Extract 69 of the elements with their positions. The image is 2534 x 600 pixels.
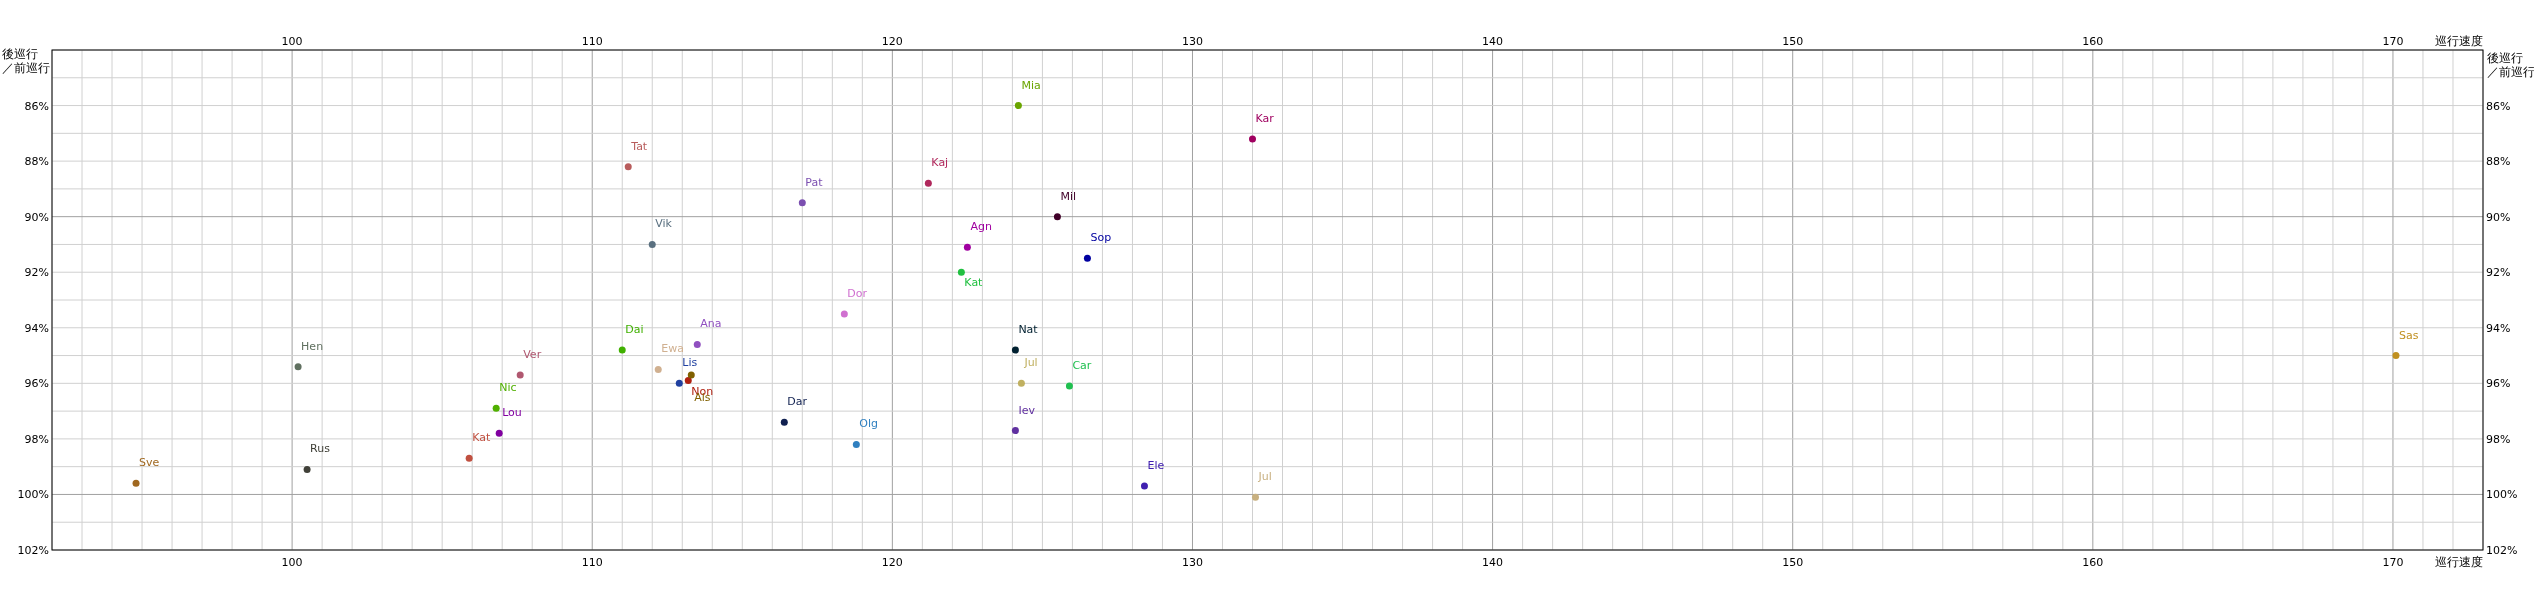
x2-tick-label: 150 — [1782, 556, 1804, 569]
y-tick-label: 92% — [24, 266, 49, 280]
series-label: Car — [1072, 359, 1092, 373]
series-label: Mil — [1060, 189, 1077, 203]
x-axis-title: 巡行速度 — [2435, 34, 2483, 48]
series-label: Dar — [787, 395, 808, 409]
y-tick-label: 102% — [17, 544, 49, 557]
y2-tick-label: 86% — [2486, 99, 2511, 113]
x2-tick-label: 120 — [881, 556, 903, 569]
series-label: Ele — [1147, 459, 1165, 473]
y-tick-label: 90% — [24, 210, 49, 224]
x2-tick-label: 140 — [1482, 556, 1504, 569]
y2-tick-label: 90% — [2486, 210, 2511, 224]
x2-tick-label: 100 — [281, 556, 303, 569]
series-label: Kat — [472, 431, 491, 445]
series-label: Jul — [1023, 356, 1038, 370]
series-label: Agn — [970, 220, 992, 234]
series-label: Mia — [1021, 78, 1041, 92]
series-label: Ver — [523, 348, 542, 361]
series-label: Rus — [310, 442, 331, 456]
x2-tick-label: 110 — [581, 556, 603, 569]
x2-tick-label: 130 — [1181, 556, 1203, 569]
x-tick-label: 100 — [281, 35, 303, 48]
x-tick-label: 110 — [581, 35, 603, 48]
x2-tick-label: 170 — [2382, 556, 2404, 569]
y-tick-label: 88% — [24, 155, 49, 169]
y2-tick-label: 92% — [2486, 266, 2511, 280]
series-label: Dor — [847, 286, 868, 300]
x2-tick-label: 160 — [2082, 556, 2104, 569]
series-label: Dai — [625, 323, 644, 336]
series-label: Iev — [1018, 403, 1036, 417]
series-label: Olg — [859, 417, 879, 431]
series-label: Lis — [682, 356, 698, 370]
y2-tick-label: 100% — [2486, 488, 2518, 502]
series-label: Nat — [1018, 323, 1039, 336]
series-label: Ewa — [661, 342, 684, 356]
series-label: Pat — [805, 175, 824, 189]
y2-tick-label: 96% — [2486, 377, 2511, 391]
x-tick-label: 170 — [2382, 35, 2404, 48]
series-label: Jul — [1257, 470, 1272, 484]
series-label: Sop — [1090, 231, 1112, 245]
x-tick-label: 130 — [1181, 35, 1203, 48]
y-tick-label: 100% — [17, 488, 49, 502]
series-label: Kar — [1255, 111, 1275, 125]
y-axis-title: 後巡行／前巡行 — [2, 47, 50, 75]
y2-tick-label: 88% — [2486, 155, 2511, 169]
y-tick-label: 98% — [24, 432, 49, 446]
x-tick-label: 140 — [1482, 35, 1504, 48]
y-tick-label: 94% — [24, 321, 49, 335]
series-label: Sas — [2398, 328, 2419, 342]
y2-tick-label: 94% — [2486, 321, 2511, 335]
x-tick-label: 160 — [2082, 35, 2104, 48]
y2-tick-label: 102% — [2486, 544, 2518, 557]
x-tick-label: 120 — [881, 35, 903, 48]
series-label: Ana — [700, 317, 722, 331]
y2-tick-label: 98% — [2486, 432, 2511, 446]
x-tick-label: 150 — [1782, 35, 1804, 48]
series-label: Tat — [630, 139, 648, 153]
y-tick-label: 96% — [24, 377, 49, 391]
series-label: Lou — [502, 406, 522, 420]
series-label: Vik — [655, 217, 673, 231]
x2-axis-title: 巡行速度 — [2435, 555, 2483, 569]
y-tick-label: 86% — [24, 99, 49, 113]
series-label: Kaj — [931, 156, 949, 170]
series-label: Kat — [964, 276, 984, 290]
series-label: Sve — [139, 456, 160, 470]
y2-axis-title: 後巡行／前巡行 — [2487, 51, 2534, 79]
series-label: Hen — [301, 339, 324, 353]
series-label: Nic — [499, 381, 517, 395]
